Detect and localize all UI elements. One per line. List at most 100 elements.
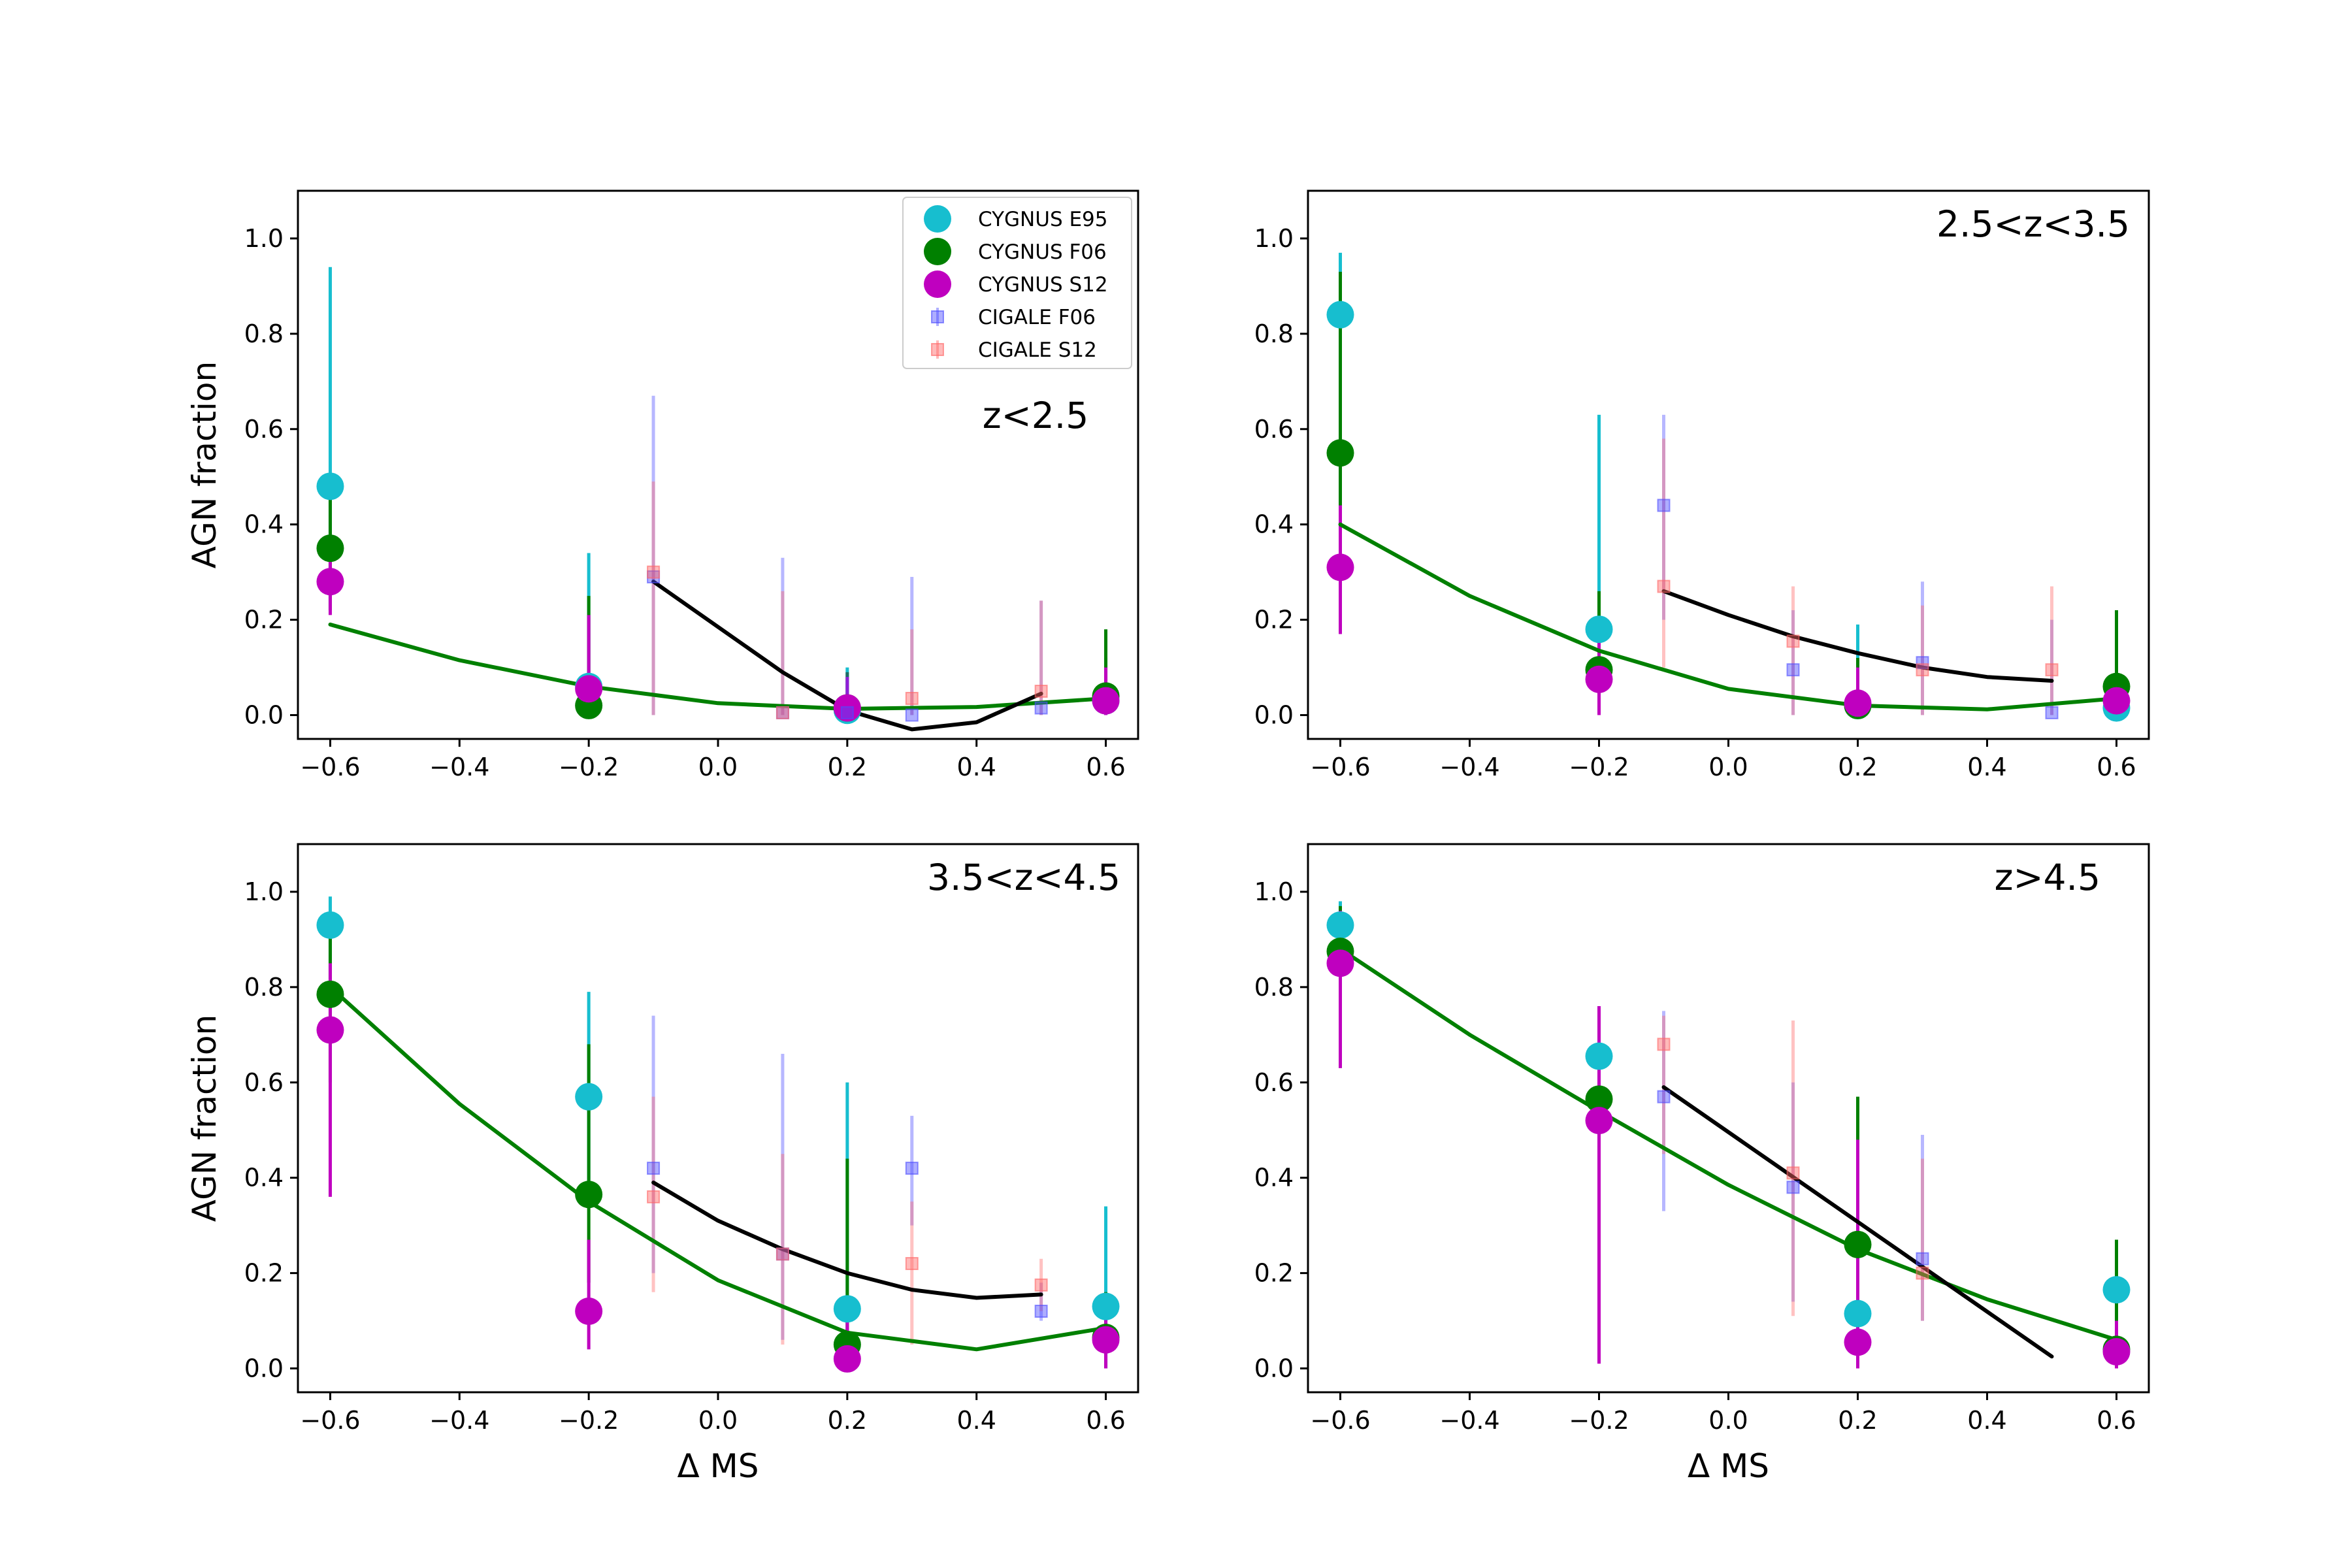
- legend-marker: [931, 343, 944, 356]
- point-cygnus_e95: [1092, 1292, 1120, 1320]
- x-tick-label: −0.6: [300, 1406, 360, 1435]
- y-tick-label: 0.6: [244, 1068, 284, 1097]
- x-tick-label: −0.4: [429, 1406, 489, 1435]
- legend-item: CYGNUS F06: [924, 238, 1107, 265]
- point-cygnus_s12: [1326, 553, 1354, 581]
- point-cygnus_s12: [2102, 687, 2131, 715]
- legend-label: CYGNUS F06: [978, 240, 1107, 264]
- point-cigale_s12: [776, 1247, 789, 1261]
- y-tick-label: 1.0: [1254, 877, 1294, 906]
- legend-label: CIGALE S12: [978, 338, 1097, 362]
- point-cigale_f06: [1786, 663, 1800, 677]
- legend-label: CYGNUS E95: [978, 208, 1108, 231]
- x-tick-label: 0.0: [698, 753, 738, 781]
- panel-title: z<2.5: [983, 395, 1088, 436]
- legend-item: CIGALE F06: [931, 306, 1096, 329]
- x-tick-label: −0.6: [1310, 1406, 1370, 1435]
- x-tick-label: 0.6: [2097, 753, 2136, 781]
- point-cygnus_s12: [1092, 1326, 1120, 1354]
- point-cygnus_s12: [1585, 1107, 1613, 1135]
- x-tick-label: 0.2: [1838, 1406, 1877, 1435]
- point-cygnus_e95: [1585, 615, 1613, 644]
- y-axis-label: AGN fraction: [186, 1015, 223, 1222]
- y-tick-label: 0.8: [244, 973, 284, 1002]
- y-tick-label: 0.6: [244, 415, 284, 444]
- x-tick-label: 0.2: [1838, 753, 1877, 781]
- point-cigale_f06: [647, 1162, 661, 1175]
- point-cygnus_e95: [575, 1083, 603, 1111]
- x-tick-label: −0.2: [1569, 753, 1629, 781]
- axes-frame: [1307, 189, 2150, 740]
- point-cigale_f06: [1786, 1181, 1800, 1194]
- y-tick-label: 0.2: [244, 1259, 284, 1288]
- point-cigale_s12: [905, 1257, 919, 1271]
- point-cigale_s12: [1916, 1266, 1929, 1280]
- x-tick-label: −0.6: [300, 753, 360, 781]
- x-tick-label: 0.0: [1708, 753, 1748, 781]
- x-tick-label: 0.2: [828, 1406, 867, 1435]
- plot-area: [1326, 252, 2131, 722]
- x-tick-label: 0.4: [956, 753, 996, 781]
- x-tick-label: 0.4: [956, 1406, 996, 1435]
- point-cigale_f06: [1657, 498, 1671, 512]
- panel-title: z>4.5: [1995, 857, 2100, 898]
- point-cygnus_s12: [1844, 689, 1872, 717]
- point-cygnus_e95: [316, 911, 344, 939]
- x-tick-label: −0.6: [1310, 753, 1370, 781]
- x-tick-label: −0.2: [1569, 1406, 1629, 1435]
- y-tick-label: 0.4: [1254, 510, 1294, 539]
- legend-label: CIGALE F06: [978, 306, 1096, 329]
- green-fit-curve: [1338, 947, 2119, 1342]
- legend: CYGNUS E95 CYGNUS F06 CYGNUS S12 CIGALE F06…: [902, 197, 1132, 369]
- point-cigale_s12: [647, 565, 661, 579]
- point-cygnus_f06: [316, 534, 344, 563]
- point-cigale_s12: [1786, 1166, 1800, 1180]
- x-tick-label: 0.6: [1086, 1406, 1125, 1435]
- point-cigale_f06: [1034, 701, 1048, 715]
- point-cygnus_e95: [1844, 1299, 1872, 1328]
- point-cygnus_e95: [1326, 301, 1354, 329]
- point-cigale_f06: [840, 706, 854, 719]
- x-tick-label: 0.4: [1967, 753, 2006, 781]
- plot-area: [1326, 901, 2131, 1369]
- point-cigale_s12: [1786, 634, 1800, 648]
- panel-4: −0.6 −0.4 −0.2 0.0 0.2 0.4 0.6 0.0 0.2 0.4 0.6 0.8 1…: [1254, 843, 2150, 1485]
- point-cigale_s12: [776, 706, 789, 719]
- green-fit-curve: [328, 985, 1108, 1352]
- point-cigale_f06: [1034, 1304, 1048, 1318]
- legend-marker: [924, 270, 951, 298]
- y-tick-label: 1.0: [244, 877, 284, 906]
- y-tick-label: 0.8: [1254, 319, 1294, 348]
- plot-area: [316, 267, 1120, 732]
- x-tick-label: 0.6: [1086, 753, 1125, 781]
- legend-label: CYGNUS S12: [978, 273, 1108, 297]
- point-cygnus_s12: [2102, 1337, 2131, 1365]
- point-cigale_f06: [905, 1162, 919, 1175]
- point-cigale_f06: [1916, 1252, 1929, 1266]
- x-tick-label: 0.0: [698, 1406, 738, 1435]
- y-tick-label: 0.0: [1254, 701, 1294, 730]
- point-cygnus_s12: [1092, 687, 1120, 715]
- point-cygnus_e95: [833, 1295, 861, 1323]
- green-fit-curve: [328, 622, 1108, 711]
- point-cygnus_f06: [1326, 439, 1354, 467]
- point-cigale_s12: [1034, 1278, 1048, 1292]
- point-cygnus_f06: [575, 1181, 603, 1209]
- legend-item: CIGALE S12: [931, 338, 1097, 362]
- y-tick-label: 0.4: [1254, 1164, 1294, 1192]
- y-tick-label: 0.6: [1254, 1068, 1294, 1097]
- panel-1: −0.6 −0.4 −0.2 0.0 0.2 0.4 0.6 0.0 0.2 0.4 0.6 0.8 1…: [186, 189, 1139, 781]
- point-cigale_s12: [1916, 663, 1929, 677]
- x-axis-label: Δ MS: [678, 1447, 759, 1485]
- point-cigale_f06: [2045, 706, 2059, 719]
- x-axis-label: Δ MS: [1688, 1447, 1769, 1485]
- x-tick-label: −0.4: [429, 753, 489, 781]
- point-cygnus_e95: [2102, 1276, 2131, 1304]
- point-cygnus_e95: [316, 472, 344, 500]
- x-tick-label: 0.2: [828, 753, 867, 781]
- legend-box: [902, 197, 1132, 369]
- y-tick-label: 0.0: [1254, 1354, 1294, 1383]
- point-cygnus_s12: [1585, 665, 1613, 693]
- point-cygnus_e95: [1326, 911, 1354, 939]
